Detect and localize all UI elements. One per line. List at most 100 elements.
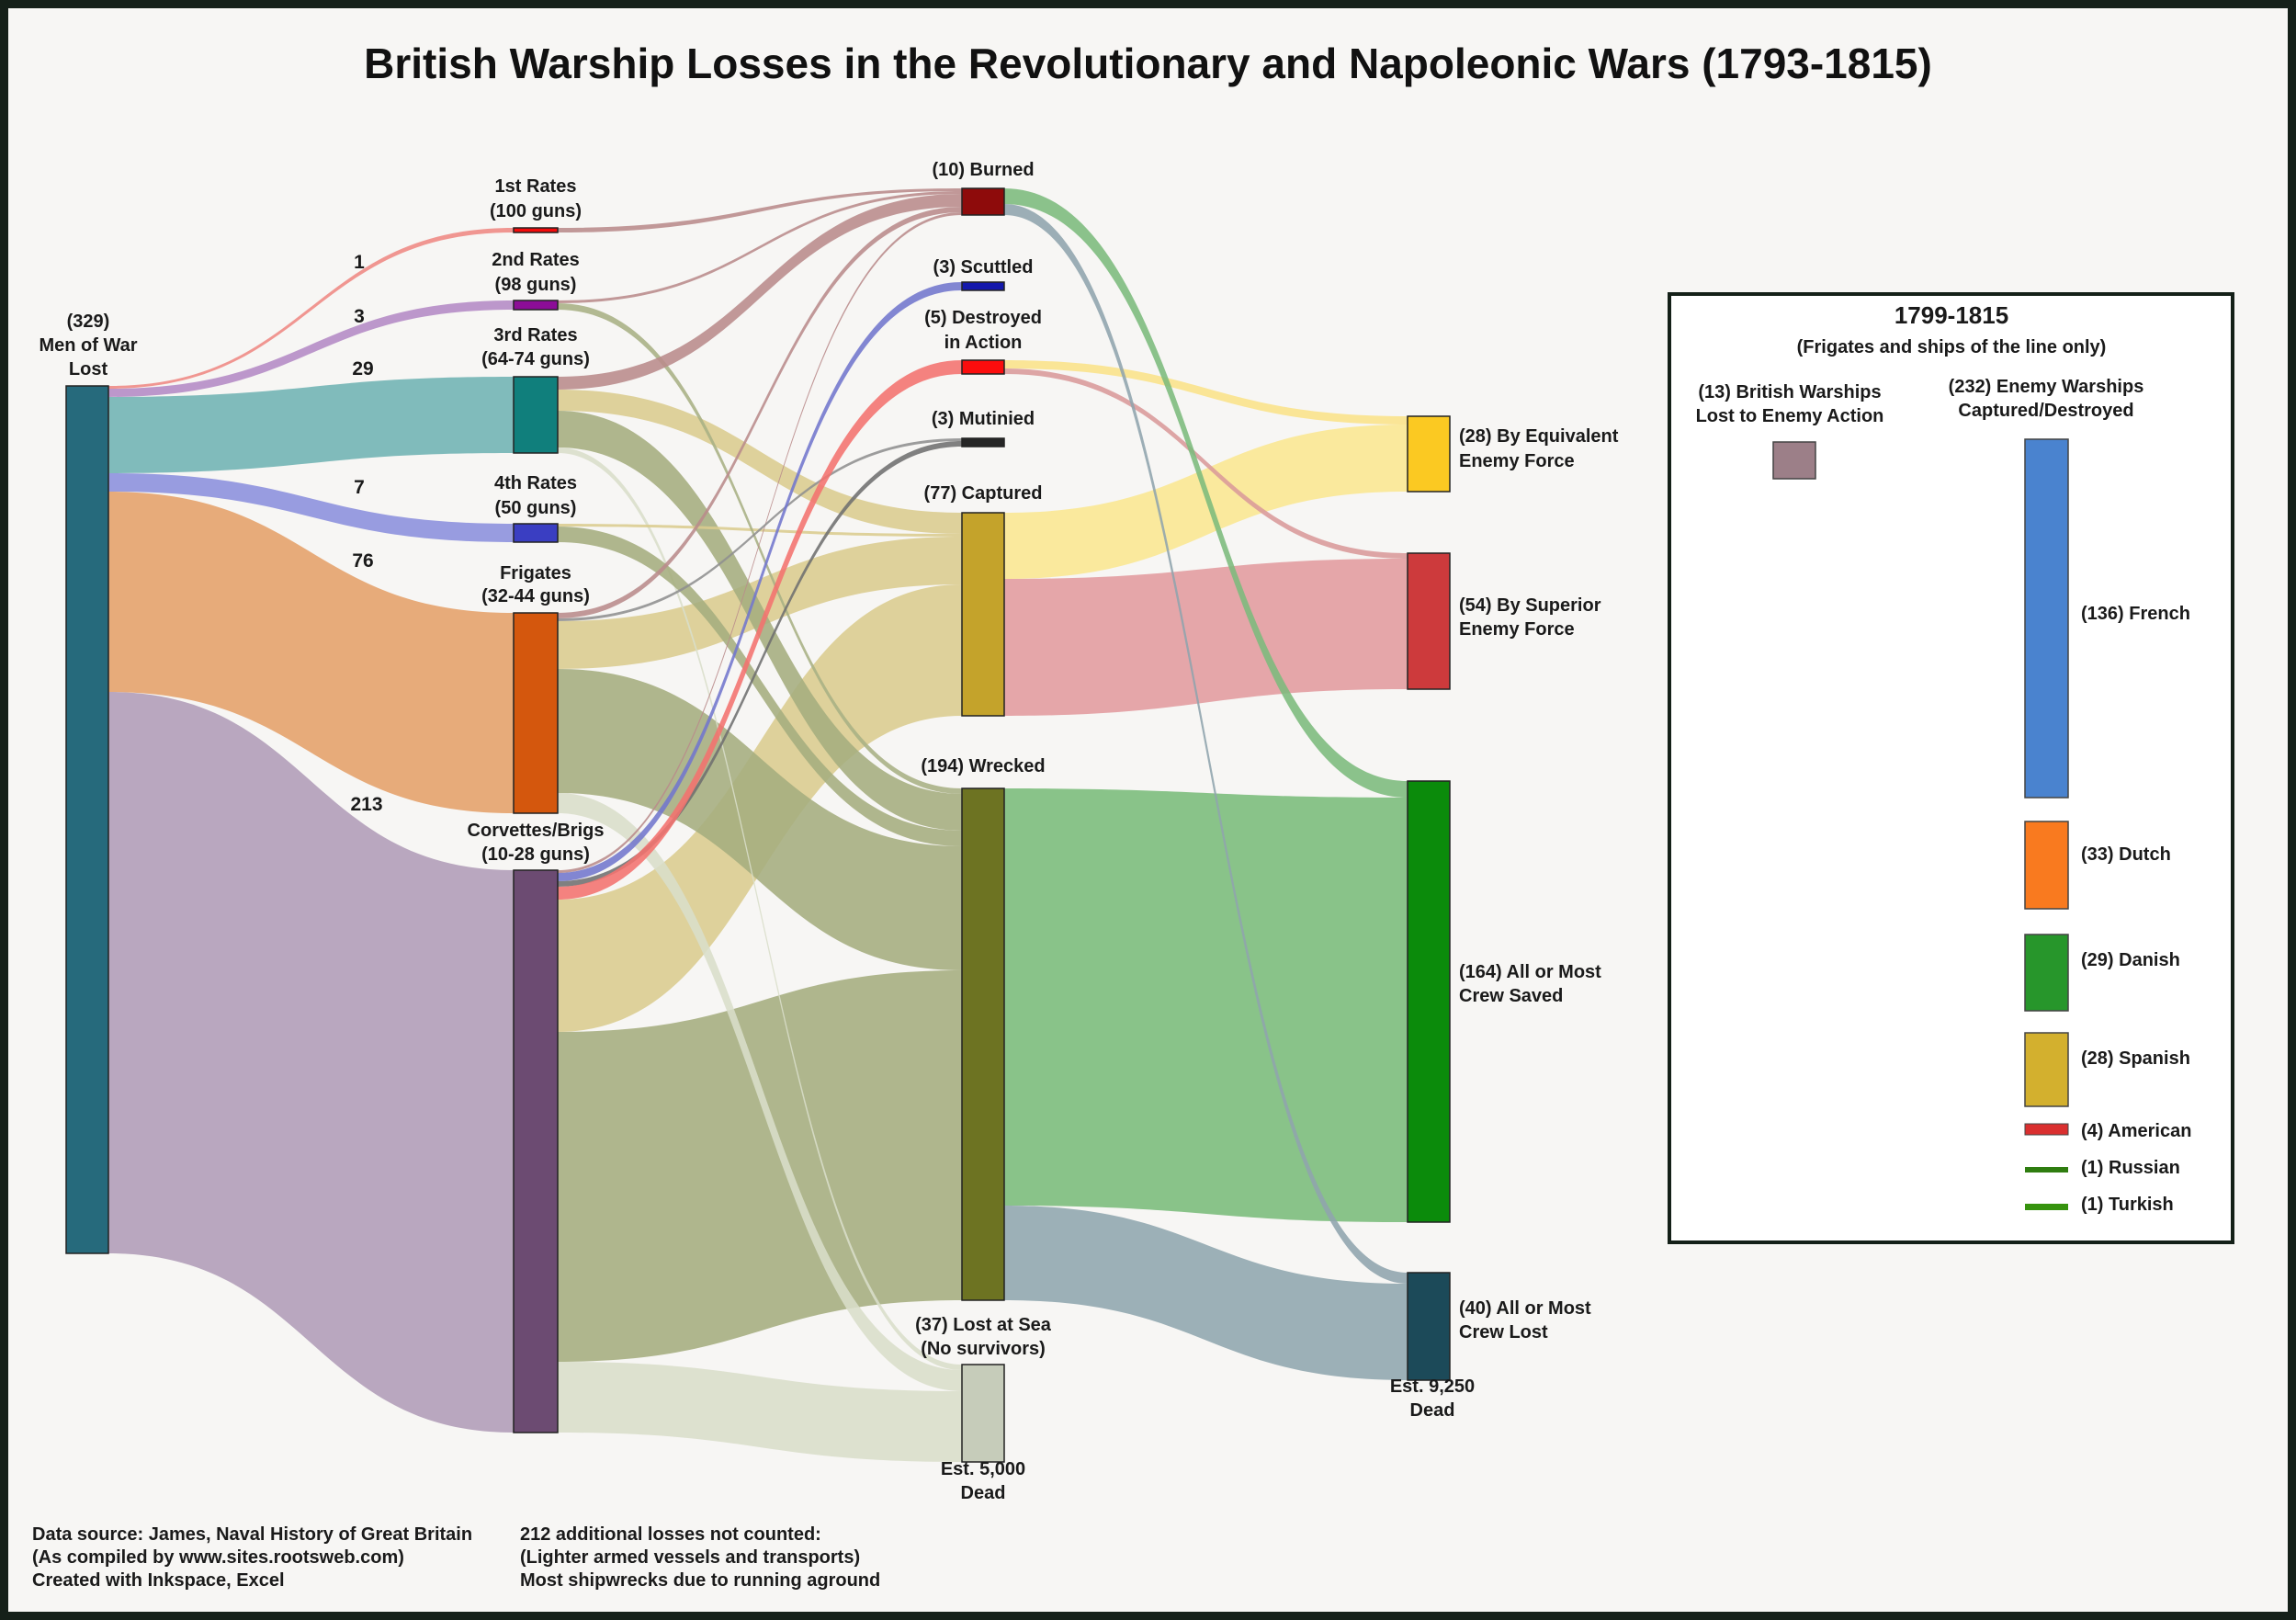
flow-value-frigates: 76	[352, 550, 373, 572]
flow-corvettes--destroyed-in-action	[558, 360, 962, 900]
flow-men-of-war--corvettes	[108, 692, 514, 1433]
legend-bar-danish	[2024, 934, 2069, 1012]
node-crew-lost	[1407, 1272, 1451, 1381]
legend-title: 1799-1815	[1894, 301, 2008, 329]
flow-wrecked--crew-lost	[1004, 1206, 1408, 1380]
flow-destroyed-in-action--by-superior-enemy-force	[1004, 368, 1408, 559]
node-corvettes	[513, 869, 559, 1433]
label-est-9250-2: Dead	[1410, 1400, 1455, 1421]
flow-wrecked--crew-saved	[1004, 788, 1408, 1222]
flow-3rd-rates--captured	[558, 390, 962, 534]
flow-corvettes--lost-at-sea	[558, 1362, 962, 1462]
label-1st-rates-1: 1st Rates	[495, 176, 577, 197]
label-men-of-war-3: Lost	[69, 359, 108, 380]
label-corvettes-1: Corvettes/Brigs	[468, 821, 605, 841]
node-by-equivalent-enemy-force	[1407, 415, 1451, 493]
footer-left-line1: Data source: James, Naval History of Gre…	[32, 1524, 473, 1545]
flow-burned--crew-saved	[1004, 188, 1408, 798]
flow-value-2nd: 3	[354, 306, 365, 327]
flow-frigates--burned	[558, 207, 962, 618]
node-by-superior-enemy-force	[1407, 552, 1451, 690]
footer-left: Data source: James, Naval History of Gre…	[32, 1524, 472, 1592]
flow-men-of-war--frigates	[108, 492, 514, 813]
legend-label-dutch: (33) Dutch	[2081, 844, 2171, 865]
label-2nd-rates-1: 2nd Rates	[492, 250, 580, 270]
label-lost-at-sea-2: (No survivors)	[921, 1339, 1046, 1359]
label-by-equivalent-2: Enemy Force	[1459, 451, 1575, 471]
label-crew-lost-2: Crew Lost	[1459, 1322, 1548, 1342]
node-mutinied	[961, 437, 1005, 447]
legend-label-spanish: (28) Spanish	[2081, 1048, 2190, 1069]
label-by-superior-2: Enemy Force	[1459, 619, 1575, 640]
label-by-equivalent-1: (28) By Equivalent	[1459, 426, 1619, 447]
footer-left-line3: Created with Inkspace, Excel	[32, 1570, 285, 1591]
flow-2nd-rates--burned	[558, 191, 962, 303]
flow-captured--by-equivalent-enemy-force	[1004, 425, 1408, 579]
label-1st-rates-2: (100 guns)	[490, 201, 582, 221]
flow-4th-rates--wrecked	[558, 527, 962, 846]
footer-right: 212 additional losses not counted: (Ligh…	[520, 1524, 880, 1592]
node-scuttled	[961, 281, 1005, 291]
label-crew-saved-1: (164) All or Most	[1459, 962, 1601, 982]
node-crew-saved	[1407, 780, 1451, 1223]
label-men-of-war-1: (329)	[67, 312, 110, 332]
flow-corvettes--burned	[558, 212, 962, 873]
legend-bar-spanish	[2024, 1032, 2069, 1107]
label-wrecked: (194) Wrecked	[921, 756, 1045, 776]
node-1st-rates	[513, 227, 559, 233]
flow-corvettes--scuttled	[558, 282, 962, 881]
legend-label-american: (4) American	[2081, 1121, 2191, 1141]
label-scuttled: (3) Scuttled	[933, 257, 1034, 278]
label-by-superior-1: (54) By Superior	[1459, 595, 1601, 616]
flow-frigates--mutinied	[558, 438, 962, 621]
label-2nd-rates-2: (98 guns)	[495, 275, 577, 295]
flow-value-corvettes: 213	[350, 794, 382, 815]
node-wrecked	[961, 787, 1005, 1301]
legend-label-russian: (1) Russian	[2081, 1158, 2180, 1178]
label-men-of-war-2: Men of War	[39, 335, 137, 356]
flow-burned--crew-lost	[1004, 204, 1408, 1284]
label-captured: (77) Captured	[924, 483, 1043, 504]
node-lost-at-sea	[961, 1364, 1005, 1463]
footer-left-line2: (As compiled by www.sites.rootsweb.com)	[32, 1547, 404, 1568]
node-burned	[961, 187, 1005, 216]
flow-corvettes--wrecked	[558, 970, 962, 1362]
legend-swatch-british	[1772, 441, 1816, 480]
label-destroyed-2: in Action	[944, 333, 1023, 353]
label-burned: (10) Burned	[932, 160, 1034, 180]
label-4th-rates-1: 4th Rates	[494, 473, 577, 493]
legend-british-2: Lost to Enemy Action	[1696, 406, 1884, 426]
legend-bar-american	[2024, 1123, 2069, 1136]
label-crew-lost-1: (40) All or Most	[1459, 1298, 1591, 1319]
legend-enemy-1: (232) Enemy Warships	[1949, 377, 2144, 397]
label-3rd-rates-2: (64-74 guns)	[481, 349, 590, 369]
flow-men-of-war--2nd-rates	[108, 300, 514, 397]
label-est-5000-1: Est. 5,000	[941, 1459, 1025, 1479]
node-destroyed-in-action	[961, 359, 1005, 375]
flow-frigates--lost-at-sea	[558, 793, 962, 1391]
label-crew-saved-2: Crew Saved	[1459, 986, 1563, 1006]
label-est-5000-2: Dead	[961, 1483, 1006, 1503]
label-lost-at-sea-1: (37) Lost at Sea	[915, 1315, 1052, 1335]
node-frigates	[513, 612, 559, 814]
chart-title: British Warship Losses in the Revolution…	[364, 40, 1932, 87]
node-2nd-rates	[513, 300, 559, 311]
legend-bar-french	[2024, 438, 2069, 799]
footer-right-line2: (Lighter armed vessels and transports)	[520, 1547, 861, 1568]
footer-right-line3: Most shipwrecks due to running aground	[520, 1570, 881, 1591]
flow-value-1st: 1	[354, 252, 365, 273]
legend-box	[1668, 292, 2234, 1244]
flow-3rd-rates--burned	[558, 194, 962, 390]
legend-label-turkish: (1) Turkish	[2081, 1195, 2174, 1215]
flow-men-of-war--3rd-rates	[108, 377, 514, 473]
label-4th-rates-2: (50 guns)	[495, 498, 577, 518]
legend-label-french: (136) French	[2081, 604, 2190, 624]
label-frigates-2: (32-44 guns)	[481, 586, 590, 606]
flow-men-of-war--4th-rates	[108, 473, 514, 542]
legend-subtitle: (Frigates and ships of the line only)	[1797, 337, 2107, 357]
flow-3rd-rates--lost-at-sea	[558, 447, 962, 1370]
legend-british-1: (13) British Warships	[1698, 382, 1881, 402]
label-3rd-rates-1: 3rd Rates	[493, 325, 577, 346]
label-est-9250-1: Est. 9,250	[1390, 1376, 1475, 1397]
